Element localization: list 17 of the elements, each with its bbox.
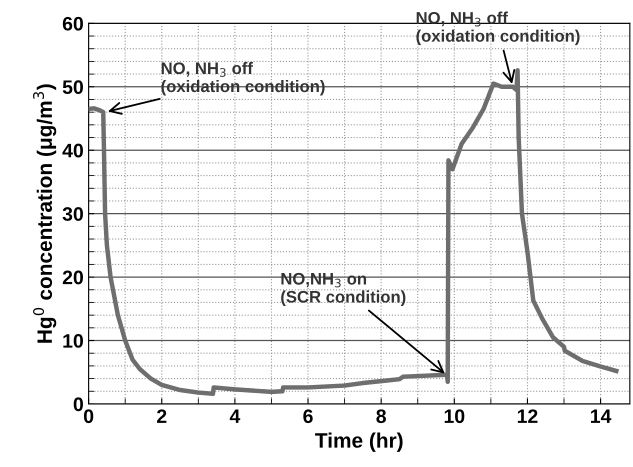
y-tick-label: 50 (62, 80, 83, 94)
y-axis-title: Hg$^{0}$ concentration (μg/m$^{3}$) (33, 84, 56, 343)
x-tick-label: 0 (84, 409, 94, 424)
x-tick-label: 4 (230, 410, 240, 423)
x-tick-label: 6 (303, 409, 313, 424)
x-tick-label: 12 (518, 409, 538, 423)
x-tick-label: 10 (444, 409, 464, 424)
x-tick-label: 8 (376, 409, 386, 424)
y-tick-label: 20 (62, 270, 83, 284)
x-axis-title: Time (hr) (315, 432, 403, 452)
y-tick-label: 0 (74, 397, 83, 412)
y-tick-label: 10 (63, 334, 83, 348)
x-tick-label: 2 (157, 409, 166, 423)
y-tick-label: 40 (62, 144, 83, 158)
x-tick-label: 14 (590, 410, 612, 423)
y-tick-label: 30 (62, 207, 83, 221)
y-tick-label: 60 (62, 16, 83, 31)
